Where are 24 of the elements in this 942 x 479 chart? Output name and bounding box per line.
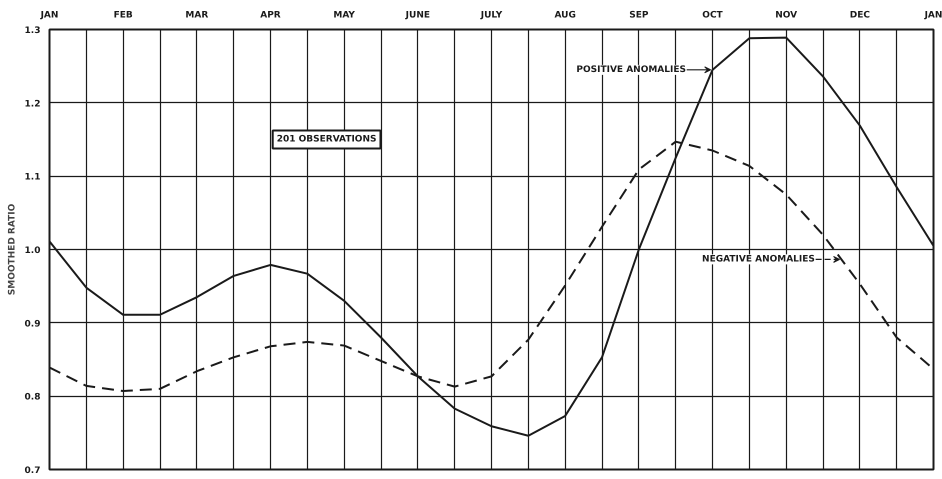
y-tick-label: 0.9 [24, 319, 41, 330]
annotation: 201 OBSERVATIONS [276, 134, 376, 144]
y-tick-label: 1.0 [24, 246, 41, 256]
x-tick-label: MAY [333, 10, 356, 20]
x-tick-label: DEC [850, 10, 870, 20]
x-tick-label: JAN [40, 10, 58, 20]
x-tick-label: APR [260, 10, 281, 20]
x-tick-label: JULY [480, 10, 503, 20]
x-tick-label: JUNE [404, 10, 430, 20]
x-tick-label: FEB [114, 10, 133, 20]
y-tick-label: 1.3 [24, 26, 41, 36]
x-tick-label: JAN [924, 10, 942, 20]
y-tick-label: 1.2 [24, 99, 41, 110]
x-tick-label: MAR [185, 10, 208, 20]
x-tick-label: NOV [775, 10, 798, 20]
legend-label: POSITIVE ANOMALIES [576, 64, 686, 75]
y-axis-title: SMOOTHED RATIO [8, 203, 18, 296]
x-tick-label: SEP [629, 10, 649, 20]
legend-label: NEGATIVE ANOMALIES [702, 254, 815, 264]
x-tick-label: OCT [702, 10, 724, 20]
x-tick-label: AUG [554, 10, 576, 20]
y-tick-label: 0.8 [24, 392, 41, 403]
y-tick-label: 0.7 [24, 466, 41, 476]
y-tick-label: 1.1 [24, 172, 41, 183]
